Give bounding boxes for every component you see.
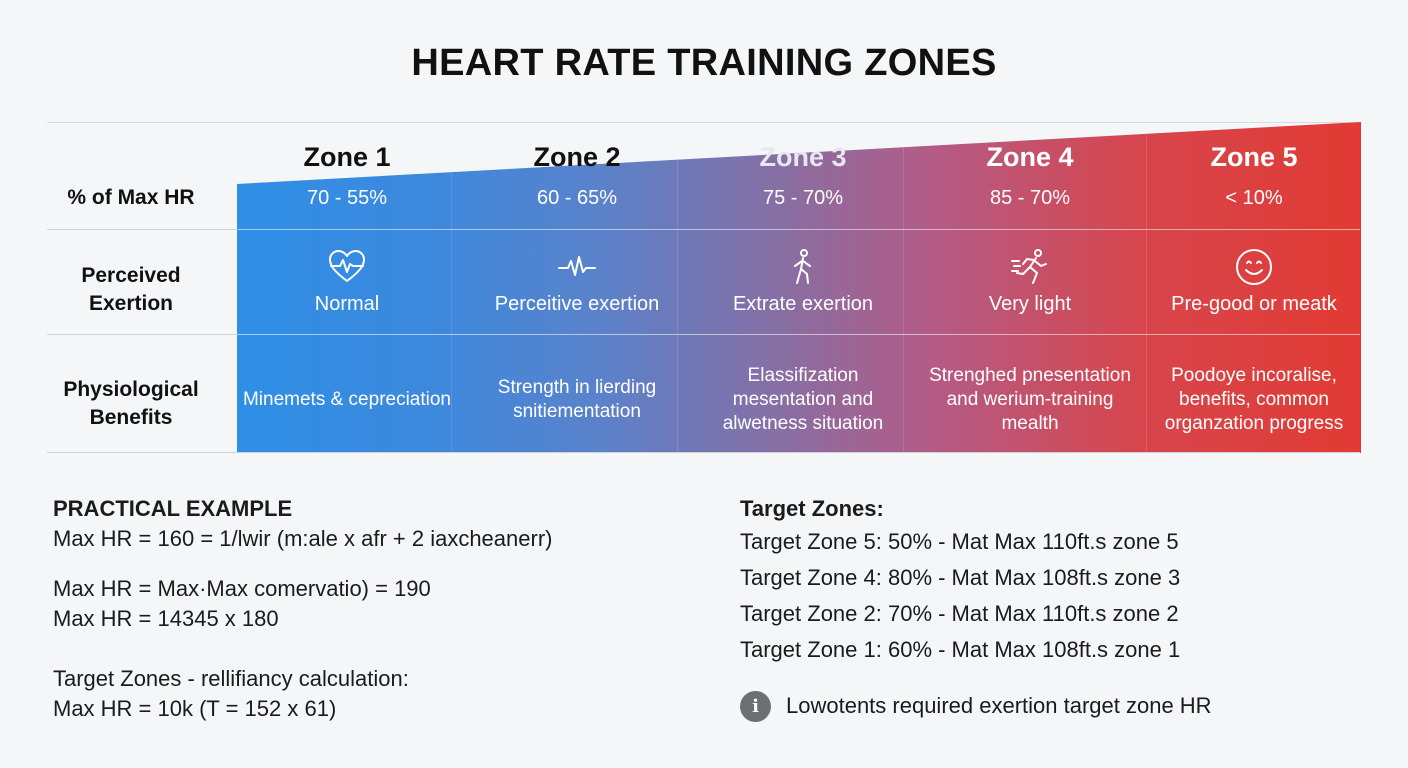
column-divider <box>903 122 904 453</box>
zone-1-benefits: Minemets & cepreciation <box>234 346 460 454</box>
page-title: HEART RATE TRAINING ZONES <box>411 42 997 84</box>
zone-1-exertion: Normal <box>314 293 380 315</box>
practical-example-heading: PRACTICAL EXAMPLE <box>53 496 293 521</box>
practical-example: PRACTICAL EXAMPLE Max HR = 160 = 1/lwir … <box>53 494 673 724</box>
row-label-max-hr: % of Max HR <box>67 186 195 209</box>
column-divider <box>451 122 452 453</box>
practical-line: Max HR = 160 = 1/lwir (m:ale x afr + 2 i… <box>53 526 553 551</box>
zone-5-benefits: Poodoye incoralise, benefits, common org… <box>1141 346 1367 454</box>
info-icon: i <box>740 690 771 722</box>
zone-4-header: Zone 4 <box>986 142 1074 172</box>
pulse-line-icon <box>464 247 690 287</box>
practical-line: Max HR = 14345 x 180 <box>53 606 279 631</box>
smiley-face-icon <box>1141 247 1367 287</box>
zone-5-header: Zone 5 <box>1210 142 1298 172</box>
target-zone-item: Target Zone 1: 60% - Mat Max 108ft.s zon… <box>740 637 1181 662</box>
table-top-rule <box>47 122 1360 123</box>
zone-4-benefits: Strenghed pnesentation and werium-traini… <box>917 346 1143 454</box>
row-label-perceived-exertion: Perceived Exertion <box>47 262 215 318</box>
zone-1-percent: 70 - 55% <box>306 187 388 209</box>
row-divider <box>47 229 237 230</box>
walking-person-icon <box>690 247 916 287</box>
zone-4-percent: 85 - 70% <box>989 187 1071 209</box>
row-label-line: Benefits <box>89 406 173 429</box>
zone-3-benefits: Elassifization mesentation and alwetness… <box>690 346 916 454</box>
row-label-physiological-benefits: Physiological Benefits <box>47 376 215 432</box>
zone-3-benefits-text: Elassifization mesentation and alwetness… <box>722 365 884 434</box>
running-person-icon <box>917 247 1143 287</box>
zone-1-benefits-text: Minemets & cepreciation <box>242 389 452 410</box>
column-divider <box>1146 122 1147 453</box>
row-divider <box>237 229 1360 230</box>
zone-3-percent: 75 - 70% <box>762 187 844 209</box>
heart-pulse-icon <box>234 247 460 287</box>
spacer <box>53 634 673 664</box>
zone-2-exertion: Perceitive exertion <box>494 293 660 315</box>
zone-2-percent: 60 - 65% <box>536 187 618 209</box>
zone-5-exertion: Pre-good or meatk <box>1171 293 1337 315</box>
row-label-line: Exertion <box>88 292 174 315</box>
target-zones-heading: Target Zones: <box>740 496 884 521</box>
target-zones: Target Zones: Target Zone 5: 50% - Mat M… <box>740 494 1360 668</box>
zone-2-benefits: Strength in lierding snitiementation <box>464 346 690 454</box>
target-zone-item: Target Zone 4: 80% - Mat Max 108ft.s zon… <box>740 565 1181 590</box>
row-label-line: Perceived <box>81 264 181 287</box>
zone-3-header: Zone 3 <box>759 142 847 172</box>
row-label-line: Physiological <box>63 378 199 401</box>
practical-line: Max HR = 10k (T = 152 x 61) <box>53 696 337 721</box>
zone-2-header: Zone 2 <box>533 142 621 172</box>
target-zone-item: Target Zone 5: 50% - Mat Max 110ft.s zon… <box>740 529 1179 554</box>
row-divider <box>237 334 1360 335</box>
spacer <box>53 554 673 574</box>
zone-3-exertion: Extrate exertion <box>732 293 874 315</box>
target-zone-item: Target Zone 2: 70% - Mat Max 110ft.s zon… <box>740 601 1179 626</box>
zone-4-benefits-text: Strenghed pnesentation and werium-traini… <box>929 365 1131 434</box>
zone-1-header: Zone 1 <box>303 142 391 172</box>
zone-2-benefits-text: Strength in lierding snitiementation <box>497 377 657 422</box>
table-bottom-rule <box>47 452 1360 453</box>
zone-5-percent: < 10% <box>1225 187 1283 209</box>
info-note: i Lowotents required exertion target zon… <box>740 689 1212 723</box>
zone-4-exertion: Very light <box>988 293 1072 315</box>
row-divider <box>47 334 237 335</box>
column-divider <box>677 122 678 453</box>
zones-gradient-band <box>237 122 1361 453</box>
practical-line: Target Zones - rellifiancy calculation: <box>53 666 409 691</box>
zone-5-benefits-text: Poodoye incoralise, benefits, common org… <box>1164 365 1344 434</box>
practical-line: Max HR = Max·Max comervatio) = 190 <box>53 576 431 601</box>
info-note-text: Lowotents required exertion target zone … <box>786 693 1212 718</box>
